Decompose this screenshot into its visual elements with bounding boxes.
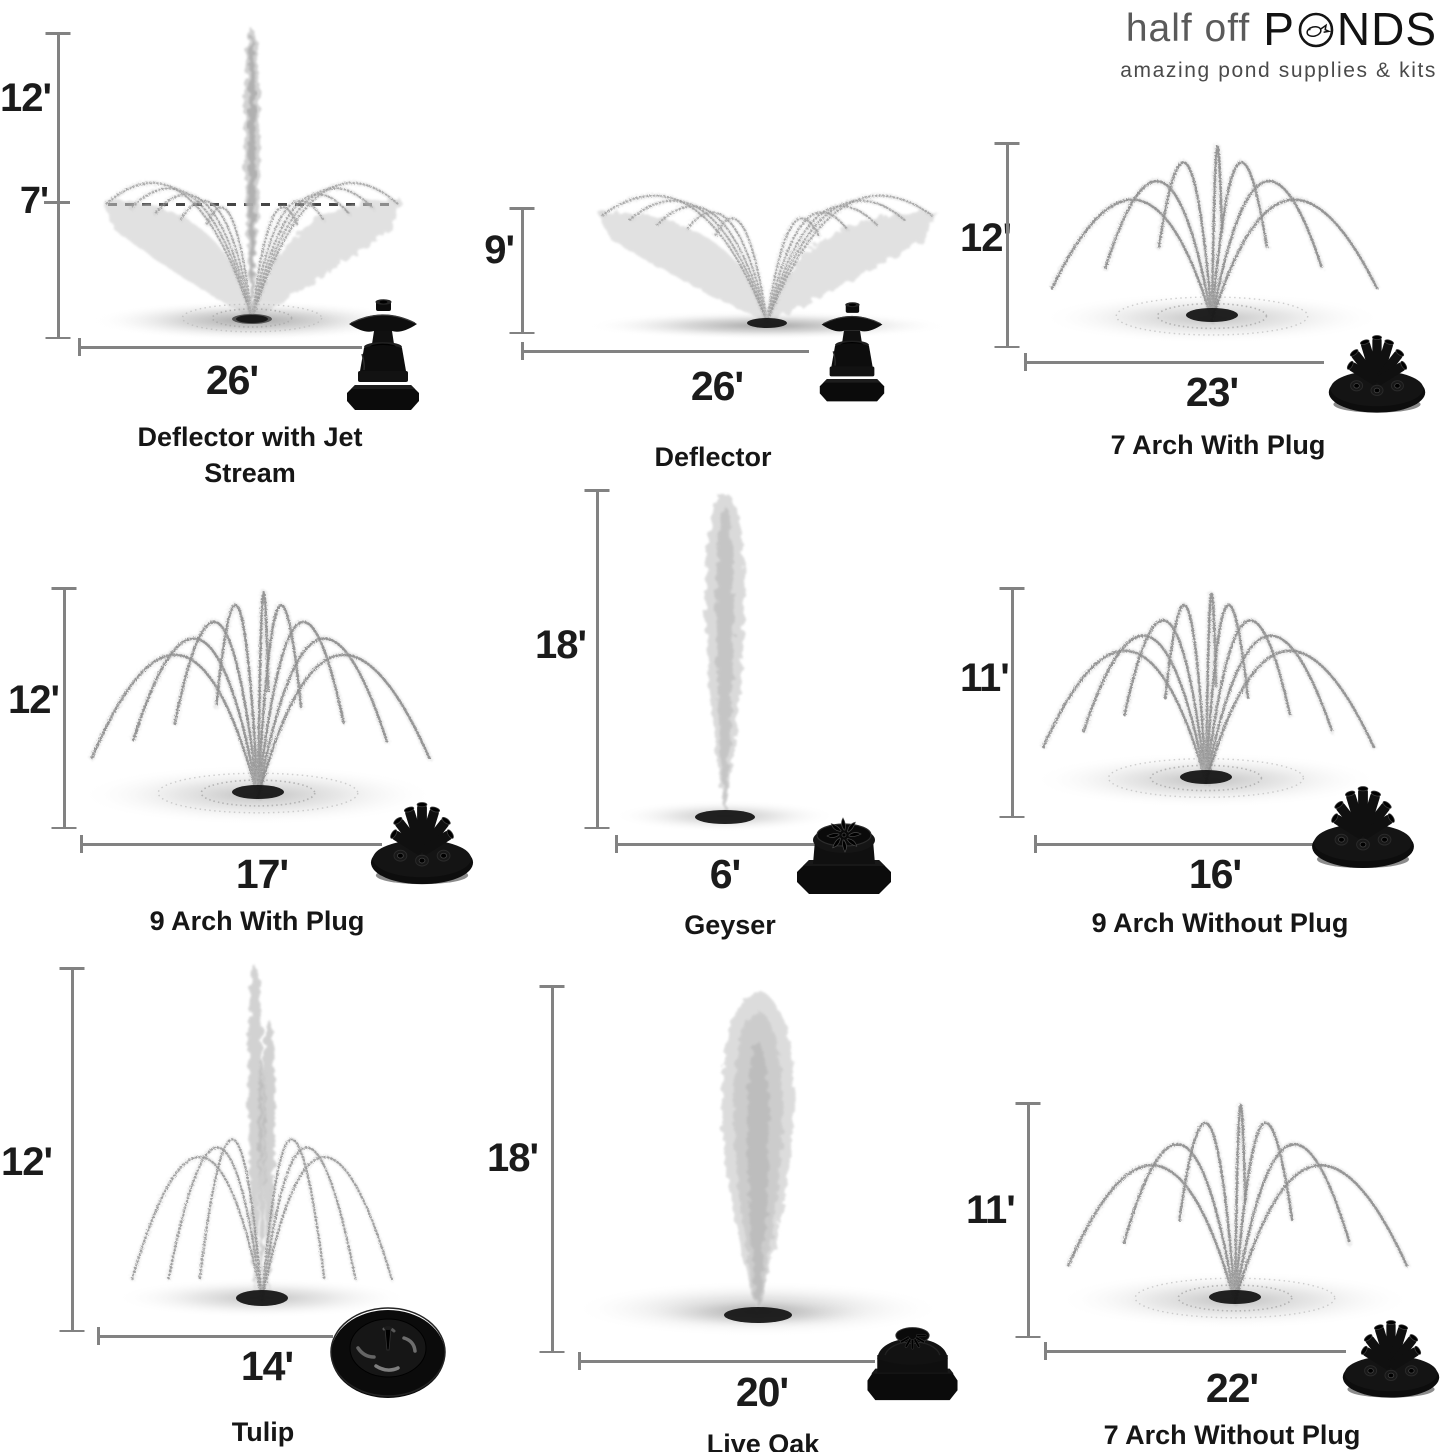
brand-letter-p: P [1263,3,1295,55]
fountain-spray-illustration [91,29,413,341]
width-dimension-label: 23' [1185,369,1239,415]
fish-in-o-icon [1298,12,1334,48]
height-dimension-label: 18' [534,623,587,667]
product-name: 9 Arch With Plug [149,906,365,936]
panel-tulip: 12' 14' Tulip [0,950,480,1450]
height-dimension-line [1011,588,1014,817]
panel-deflector: 9' 26' Deflector [480,0,960,500]
fountain-spray-illustration [1056,1102,1414,1329]
multi-arm-nozzle-icon [370,802,474,885]
panel-geyser: 18' 6' Geyser [480,480,960,980]
multi-arm-nozzle-icon [1342,1320,1440,1398]
deflector-nozzle-icon [819,302,885,402]
panel-deflector-with-jet-stream: 12' 7' 26' Deflector with Jet Stream [0,0,480,500]
width-dimension-line [78,346,362,349]
width-dimension-line [1024,361,1324,364]
secondary-height-label: 7' [19,180,49,222]
width-dimension-line [521,350,809,353]
product-name: 9 Arch Without Plug [1091,908,1349,938]
width-dimension-label: 20' [735,1369,789,1415]
product-name: Deflector with Jet Stream [137,422,363,488]
panel-live-oak: 18' 20' Live Oak [480,950,960,1452]
product-name: 7 Arch Without Plug [1103,1420,1361,1450]
width-dimension-line [578,1360,875,1363]
panel-9-arch-with-plug: 12' 17' 9 Arch With Plug [0,480,480,980]
dome-cap-nozzle-icon [867,1327,958,1401]
height-dimension-line [71,968,74,1331]
width-dimension-label: 17' [235,851,289,897]
height-dimension-line [57,33,60,338]
brand-name-light: half off [1125,7,1251,50]
width-dimension-line [615,843,815,846]
width-dimension-label: 6' [709,851,742,897]
product-name: Deflector [654,442,772,472]
geyser-cap-nozzle-icon [797,817,891,894]
height-dimension-label: 12' [8,678,60,722]
product-name: Tulip [231,1417,295,1447]
fountain-spray-illustration [572,992,944,1337]
height-dimension-line [1027,1103,1030,1337]
multi-arm-nozzle-icon [1328,335,1426,413]
height-dimension-label: 11' [966,1188,1016,1232]
brand-letters-nds: NDS [1336,3,1437,55]
fountain-spray-illustration [1031,590,1381,808]
height-dimension-label: 11' [960,656,1010,700]
fountain-spray-illustration [613,493,837,832]
width-dimension-label: 26' [690,363,744,409]
height-dimension-line [1006,143,1009,347]
deflector-nozzle-icon [347,299,419,410]
fountain-spray-illustration [114,965,410,1318]
height-dimension-line [596,490,599,828]
panel-7-arch-without-plug: 11' 22' 7 Arch Without Plug [960,950,1440,1450]
product-name: Live Oak [706,1429,820,1452]
width-dimension-line [80,843,382,846]
width-dimension-label: 22' [1205,1365,1259,1411]
height-dimension-line [63,588,66,828]
brand-name-dark: P NDS [1263,2,1437,56]
brand-logo: half off P NDS amazing pond supplies & k… [1120,2,1437,83]
height-dimension-line [521,208,524,333]
width-dimension-label: 16' [1188,851,1242,897]
width-dimension-line [1044,1350,1346,1353]
height-dimension-label: 12' [0,76,52,120]
tulip-disc-nozzle-icon [330,1307,446,1398]
width-dimension-label: 14' [240,1343,294,1389]
multi-arm-nozzle-icon [1312,786,1414,869]
height-dimension-label: 12' [0,1140,53,1184]
width-dimension-line [97,1335,333,1338]
height-dimension-label: 12' [960,216,1012,260]
panel-7-arch-with-plug: 12' 23' 7 Arch With Plug [960,0,1440,500]
fountain-spray-illustration [79,589,437,826]
height-dimension-line [551,986,554,1352]
product-name: Geyser [684,910,776,940]
height-dimension-label: 9' [484,228,515,272]
height-dimension-label: 18' [486,1136,539,1180]
product-name: 7 Arch With Plug [1110,430,1326,460]
brand-wordmark: half off P NDS [1120,2,1437,56]
fountain-spray-illustration [1040,143,1384,344]
width-dimension-label: 26' [205,357,259,403]
panel-9-arch-without-plug: 11' 16' 9 Arch Without Plug [960,480,1440,980]
width-dimension-line [1034,843,1332,846]
brand-tagline: amazing pond supplies & kits [1120,59,1437,82]
